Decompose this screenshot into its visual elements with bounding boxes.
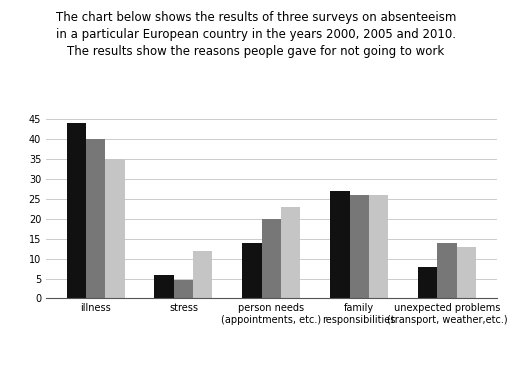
Bar xyxy=(242,243,262,298)
Bar xyxy=(457,247,476,298)
Bar xyxy=(262,219,281,298)
Bar xyxy=(281,207,301,298)
Bar xyxy=(350,195,369,298)
Bar xyxy=(105,159,124,298)
Bar xyxy=(330,191,350,298)
Bar xyxy=(369,195,388,298)
Bar xyxy=(437,243,457,298)
Text: The chart below shows the results of three surveys on absenteeism
in a particula: The chart below shows the results of thr… xyxy=(56,11,456,58)
Bar xyxy=(86,139,105,298)
Bar xyxy=(193,251,212,298)
Bar xyxy=(174,280,193,298)
Bar xyxy=(155,275,174,298)
Bar xyxy=(418,267,437,298)
Bar xyxy=(67,123,86,298)
